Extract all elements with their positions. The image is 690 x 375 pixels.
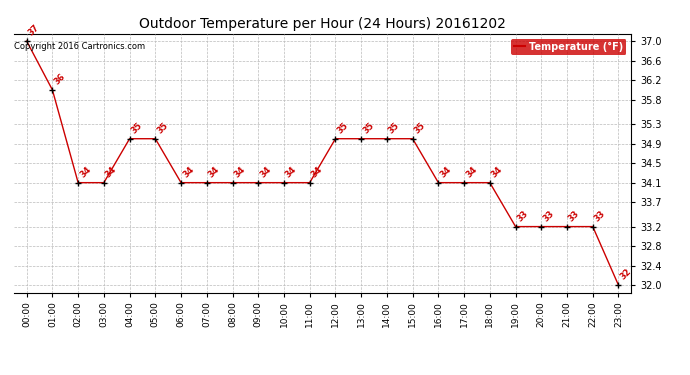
Text: 32: 32 [618,267,633,282]
Legend: Temperature (°F): Temperature (°F) [511,39,627,54]
Text: 35: 35 [387,121,402,135]
Text: 33: 33 [593,209,607,223]
Text: 33: 33 [515,209,530,223]
Text: 34: 34 [181,165,196,179]
Text: 35: 35 [155,121,170,135]
Text: 34: 34 [490,165,504,179]
Text: 34: 34 [104,165,119,179]
Text: 34: 34 [464,165,479,179]
Text: 37: 37 [27,23,41,38]
Text: 34: 34 [284,165,299,179]
Text: 35: 35 [413,121,427,135]
Text: 34: 34 [233,165,247,179]
Text: 35: 35 [361,121,376,135]
Title: Outdoor Temperature per Hour (24 Hours) 20161202: Outdoor Temperature per Hour (24 Hours) … [139,17,506,31]
Text: 33: 33 [541,209,555,223]
Text: 34: 34 [78,165,92,179]
Text: 34: 34 [258,165,273,179]
Text: 33: 33 [567,209,582,223]
Text: 36: 36 [52,72,67,87]
Text: 34: 34 [310,165,324,179]
Text: 34: 34 [207,165,221,179]
Text: 35: 35 [335,121,350,135]
Text: 35: 35 [130,121,144,135]
Text: 34: 34 [438,165,453,179]
Text: Copyright 2016 Cartronics.com: Copyright 2016 Cartronics.com [14,42,146,51]
